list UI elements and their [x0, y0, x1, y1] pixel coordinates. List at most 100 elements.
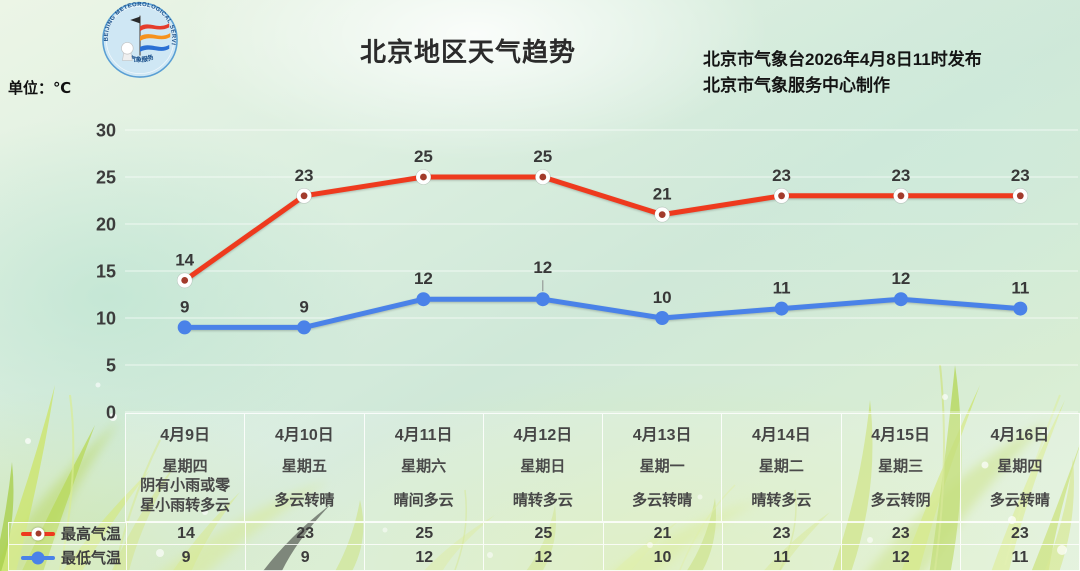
max-temp-value: 21	[602, 523, 722, 544]
min-temp-value: 12	[483, 545, 603, 570]
min-temp-data-label: 9	[299, 297, 308, 316]
y-tick-label: 25	[96, 168, 116, 188]
y-tick-label: 15	[96, 262, 116, 282]
max-temp-data-label: 23	[1011, 166, 1030, 185]
max-temp-value: 23	[959, 523, 1079, 544]
min-temp-data-label: 9	[180, 297, 189, 316]
y-tick-label: 0	[106, 403, 116, 423]
min-temp-marker	[177, 320, 192, 335]
y-axis-labels: 30 25 20 15 10 5 0	[96, 121, 116, 423]
forecast-date: 4月11日	[394, 427, 453, 444]
gridlines	[125, 129, 1078, 413]
forecast-weekday: 星期四	[162, 458, 208, 475]
issue-info: 北京市气象台2026年4月8日11时发布 北京市气象服务中心制作	[703, 47, 982, 99]
min-temp-data-label: 12	[533, 258, 552, 277]
max-temp-marker-dot	[35, 530, 41, 537]
forecast-weekday: 星期二	[758, 458, 804, 475]
y-tick-label: 30	[96, 121, 116, 141]
forecast-day-cell: 4月14日 星期二 晴转多云	[721, 414, 841, 521]
forecast-weekday: 星期日	[520, 458, 566, 475]
min-temp-data-label: 10	[653, 288, 672, 307]
min-temp-value: 9	[245, 545, 365, 570]
max-temp-line-icon	[21, 527, 55, 540]
max-temp-data-label: 23	[891, 166, 910, 185]
max-temp-value: 23	[840, 523, 960, 544]
min-temp-labels: 9 9 12 12 10 11 12 11	[180, 258, 1029, 316]
logo-ribbon-blue	[140, 44, 170, 52]
logo-dome	[121, 42, 134, 55]
forecast-day-cell: 4月12日 星期日 晴转多云	[482, 414, 602, 521]
forecast-day-cell: 4月11日 星期六 晴间多云	[363, 414, 483, 521]
forecast-date: 4月16日	[990, 427, 1050, 444]
max-temp-labels: 14 23 25 25 21 23 23 23	[175, 147, 1030, 269]
min-temp-marker-icon	[31, 551, 45, 564]
forecast-date: 4月13日	[632, 427, 692, 444]
max-temp-row: 最高气温 14 23 25 25 21 23 23 23	[8, 522, 1080, 545]
min-temp-marker	[416, 292, 431, 307]
logo-pennant	[130, 16, 140, 24]
max-temp-marker-dot	[181, 277, 189, 284]
min-temp-line	[182, 296, 1023, 330]
min-temp-data-label: 12	[414, 269, 433, 288]
min-temp-value: 9	[126, 545, 246, 570]
max-temp-marker-dot	[300, 192, 308, 200]
min-temp-marker	[297, 320, 312, 335]
max-temp-data-label: 21	[653, 185, 672, 204]
forecast-weather: 多云转阴	[870, 491, 931, 509]
min-temp-marker	[1013, 301, 1028, 316]
y-tick-label: 5	[106, 356, 116, 376]
max-temp-data-label: 23	[772, 166, 791, 185]
min-temp-markers	[177, 292, 1028, 335]
max-temp-value: 25	[483, 523, 603, 544]
page-title: 北京地区天气趋势	[359, 37, 577, 67]
forecast-weather: 晴转多云	[751, 491, 812, 509]
max-temp-marker-dot	[420, 173, 427, 181]
y-tick-label: 10	[96, 309, 116, 329]
max-temp-value: 23	[721, 523, 841, 544]
forecast-weather: 多云转晴	[274, 491, 335, 509]
min-temp-value: 12	[840, 545, 960, 570]
max-temp-legend-label: 最高气温	[61, 526, 122, 543]
min-temp-legend: 最低气温	[9, 545, 126, 570]
forecast-weather: 多云转晴	[989, 491, 1050, 509]
min-temp-value: 11	[959, 545, 1079, 570]
logo-ribbon-red	[140, 23, 170, 32]
min-temp-line-icon	[21, 551, 55, 564]
forecast-weekday: 星期一	[639, 458, 685, 475]
min-temp-value: 11	[721, 545, 841, 570]
max-temp-data-label: 25	[414, 147, 433, 166]
min-temp-value: 12	[364, 545, 484, 570]
max-temp-marker-dot	[1016, 192, 1024, 200]
min-temp-row: 最低气温 9 9 12 12 10 11 12 11	[8, 545, 1080, 571]
forecast-table-header-row: 4月9日 星期四 阴有小雨或零星小雨转多云 4月10日 星期五 多云转晴 4月1…	[125, 413, 1080, 522]
forecast-weekday: 星期五	[281, 458, 327, 475]
forecast-date: 4月10日	[275, 427, 334, 444]
max-temp-marker-dot	[778, 192, 785, 200]
min-temp-marker	[535, 292, 550, 307]
forecast-day-cell: 4月10日 星期五 多云转晴	[244, 414, 364, 521]
min-temp-data-label: 11	[773, 279, 791, 298]
issue-line-2: 北京市气象服务中心制作	[703, 76, 890, 95]
max-temp-data-label: 25	[533, 147, 552, 166]
min-temp-marker	[893, 292, 908, 307]
meteorological-service-logo: BEIJING METEOROLOGICAL SERVICE 气象服务	[101, 1, 178, 78]
max-temp-value: 25	[364, 523, 484, 544]
y-tick-label: 20	[96, 215, 116, 235]
max-temp-markers	[176, 169, 1029, 289]
logo-ribbon-orange	[140, 33, 171, 41]
max-temp-data-label: 14	[175, 250, 194, 269]
max-temp-value: 23	[245, 523, 365, 544]
forecast-day-cell: 4月13日 星期一 多云转晴	[602, 414, 722, 521]
forecast-date: 4月14日	[752, 427, 811, 444]
max-temp-value: 14	[126, 523, 246, 544]
min-temp-data-label: 11	[1011, 279, 1029, 298]
max-temp-marker-dot	[539, 173, 547, 181]
min-temp-marker	[655, 311, 670, 325]
max-temp-data-label: 23	[295, 166, 314, 185]
forecast-day-cell: 4月16日 星期四 多云转晴	[959, 414, 1079, 521]
min-temp-value: 10	[602, 545, 722, 570]
forecast-weekday: 星期四	[997, 458, 1043, 475]
max-temp-marker-dot	[897, 192, 905, 200]
